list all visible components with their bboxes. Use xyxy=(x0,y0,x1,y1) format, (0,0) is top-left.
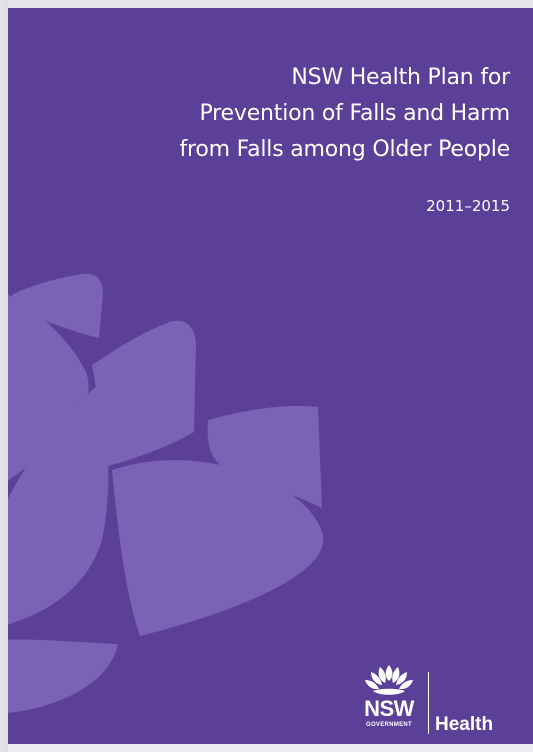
title-line-3: from Falls among Older People xyxy=(179,137,510,162)
waratah-icon xyxy=(365,665,413,695)
page-frame-left xyxy=(0,0,8,752)
nsw-government-mark: NSW GOVERNMENT xyxy=(360,664,418,736)
title-line-2: Prevention of Falls and Harm xyxy=(199,101,511,126)
logo-government-text: GOVERNMENT xyxy=(365,722,412,728)
document-cover: NSW Health Plan for Prevention of Falls … xyxy=(8,8,533,744)
logo-divider xyxy=(428,672,429,734)
plan-years: 2011–2015 xyxy=(426,197,510,215)
title-line-1: NSW Health Plan for xyxy=(291,65,510,90)
document-title: NSW Health Plan for Prevention of Falls … xyxy=(40,60,510,168)
waratah-graphic-icon xyxy=(8,273,324,713)
logo-health-text: Health xyxy=(435,714,494,735)
logo-nsw-text: NSW xyxy=(364,696,414,721)
nsw-health-logo: NSW GOVERNMENT Health xyxy=(360,664,520,736)
page-frame-top xyxy=(0,0,533,8)
